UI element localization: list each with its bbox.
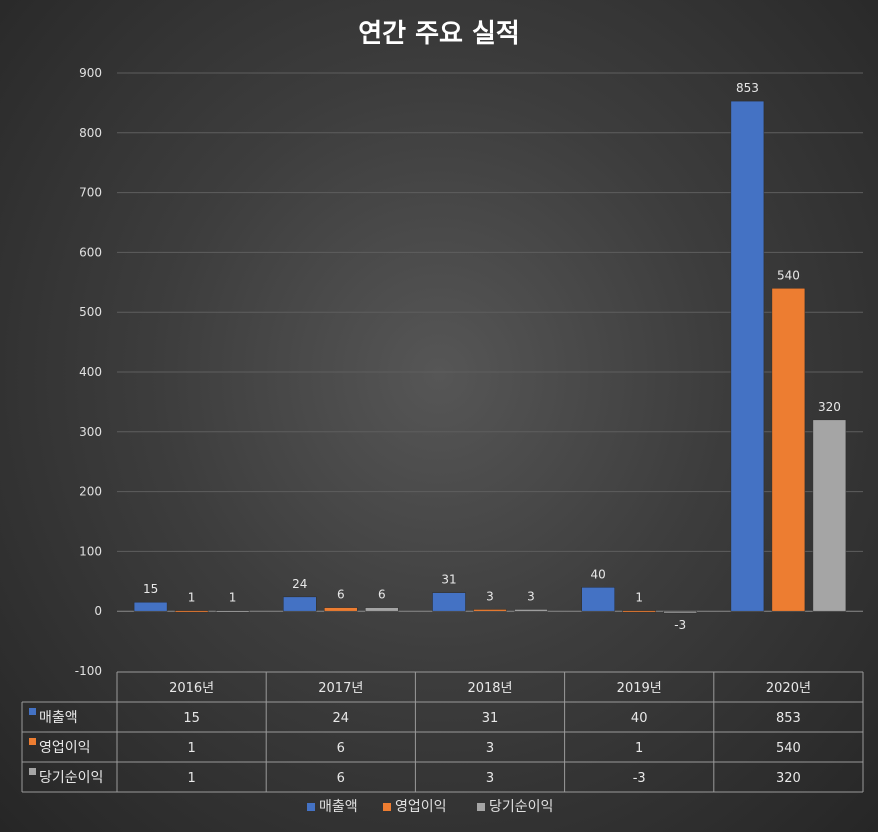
y-tick-label: 200 [79,485,102,499]
y-tick-label: 500 [79,305,102,319]
bar [663,610,697,614]
bar [174,610,209,613]
data-label: 31 [441,573,456,587]
bar [771,288,806,612]
bar [514,609,548,612]
table-cell: 15 [183,711,200,726]
series-swatch [29,708,36,715]
data-labels: 15 1 1 24 6 6 31 3 3 40 1 -3 853 540 320 [143,81,841,632]
bar [730,100,765,612]
y-tick-label: -100 [75,664,102,678]
bar [622,610,656,613]
legend-swatch [383,803,391,811]
table-cell: 1 [187,771,195,786]
bar [324,607,358,612]
y-tick-label: 400 [79,365,102,379]
bar [581,587,615,612]
data-label: 853 [736,81,759,95]
data-label: 320 [818,400,841,414]
data-label: 40 [591,567,606,581]
table-cell: 31 [482,711,499,726]
data-label: 1 [635,591,643,605]
x-category-label: 2016년 [169,681,214,696]
table-cell: -3 [633,771,646,786]
table-cell: 1 [187,741,195,756]
y-axis: 900 800 700 600 500 400 300 200 100 0 -100 [75,66,102,678]
legend-label: 당기순이익 [489,799,553,815]
y-tick-label: 600 [79,245,102,259]
table-row-header: 영업이익 [39,740,91,756]
table-cell: 3 [486,741,494,756]
y-tick-label: 100 [79,544,102,558]
y-tick-label: 300 [79,425,102,439]
legend: 매출액 영업이익 당기순이익 [307,799,553,815]
bars [133,100,847,614]
data-label: 1 [229,591,237,605]
bar [365,607,399,612]
bar [215,610,250,613]
x-category-label: 2019년 [617,681,662,696]
data-label: 540 [777,268,800,282]
x-category-label: 2018년 [467,681,512,696]
data-label: 3 [527,589,535,603]
table-cell: 320 [776,771,801,786]
chart-title: 연간 주요 실적 [358,19,520,49]
data-label: 6 [378,588,386,602]
x-category-label: 2017년 [318,681,363,696]
data-label: -3 [674,618,686,632]
x-category-label: 2020년 [766,681,811,696]
bar [473,609,507,612]
legend-swatch [477,803,485,811]
table-cell: 6 [337,771,345,786]
legend-label: 매출액 [319,799,358,815]
table-cell: 853 [776,711,801,726]
data-label: 1 [188,591,196,605]
table-cell: 3 [486,771,494,786]
data-label: 15 [143,582,158,596]
y-tick-label: 700 [79,186,102,200]
data-label: 6 [337,588,345,602]
table-cell: 1 [635,741,643,756]
table-row-header: 당기순이익 [39,770,103,786]
table-row-header: 매출액 [39,710,78,726]
bar [133,601,168,612]
table-cell: 6 [337,741,345,756]
legend-label: 영업이익 [395,799,447,815]
series-swatch [29,738,36,745]
table-cell: 24 [333,711,350,726]
legend-swatch [307,803,315,811]
series-swatch [29,768,36,775]
y-tick-label: 0 [94,604,102,618]
data-label: 3 [486,589,494,603]
bar [432,592,466,612]
table-cell: 540 [776,741,801,756]
bar [812,419,847,612]
table-cell: 40 [631,711,648,726]
bar [283,596,317,612]
y-tick-label: 800 [79,126,102,140]
y-tick-label: 900 [79,66,102,80]
data-label: 24 [292,577,307,591]
